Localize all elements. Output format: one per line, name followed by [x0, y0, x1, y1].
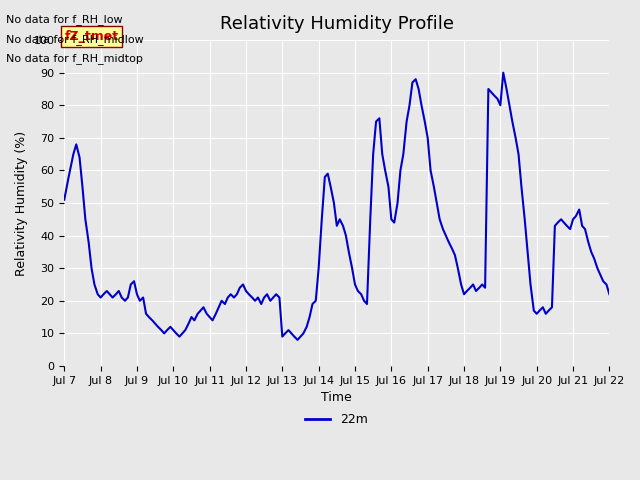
Text: No data for f_RH_midlow: No data for f_RH_midlow	[6, 34, 144, 45]
Text: No data for f_RH_low: No data for f_RH_low	[6, 14, 123, 25]
X-axis label: Time: Time	[321, 391, 352, 404]
Legend: 22m: 22m	[300, 408, 373, 432]
Title: Relativity Humidity Profile: Relativity Humidity Profile	[220, 15, 454, 33]
Text: fZ_tmet: fZ_tmet	[64, 30, 118, 43]
Y-axis label: Relativity Humidity (%): Relativity Humidity (%)	[15, 131, 28, 276]
Text: No data for f_RH_midtop: No data for f_RH_midtop	[6, 53, 143, 64]
